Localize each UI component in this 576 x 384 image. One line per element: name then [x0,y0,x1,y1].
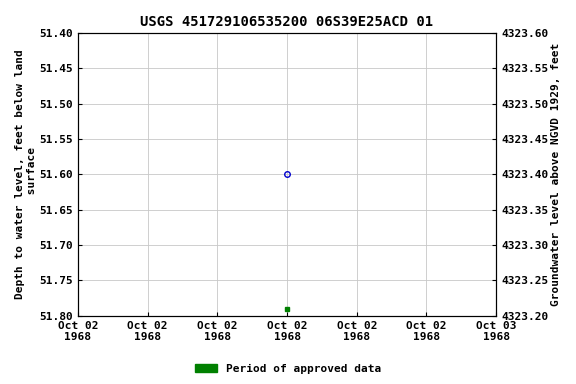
Y-axis label: Groundwater level above NGVD 1929, feet: Groundwater level above NGVD 1929, feet [551,43,561,306]
Title: USGS 451729106535200 06S39E25ACD 01: USGS 451729106535200 06S39E25ACD 01 [141,15,434,29]
Y-axis label: Depth to water level, feet below land
 surface: Depth to water level, feet below land su… [15,50,37,299]
Legend: Period of approved data: Period of approved data [191,359,385,379]
